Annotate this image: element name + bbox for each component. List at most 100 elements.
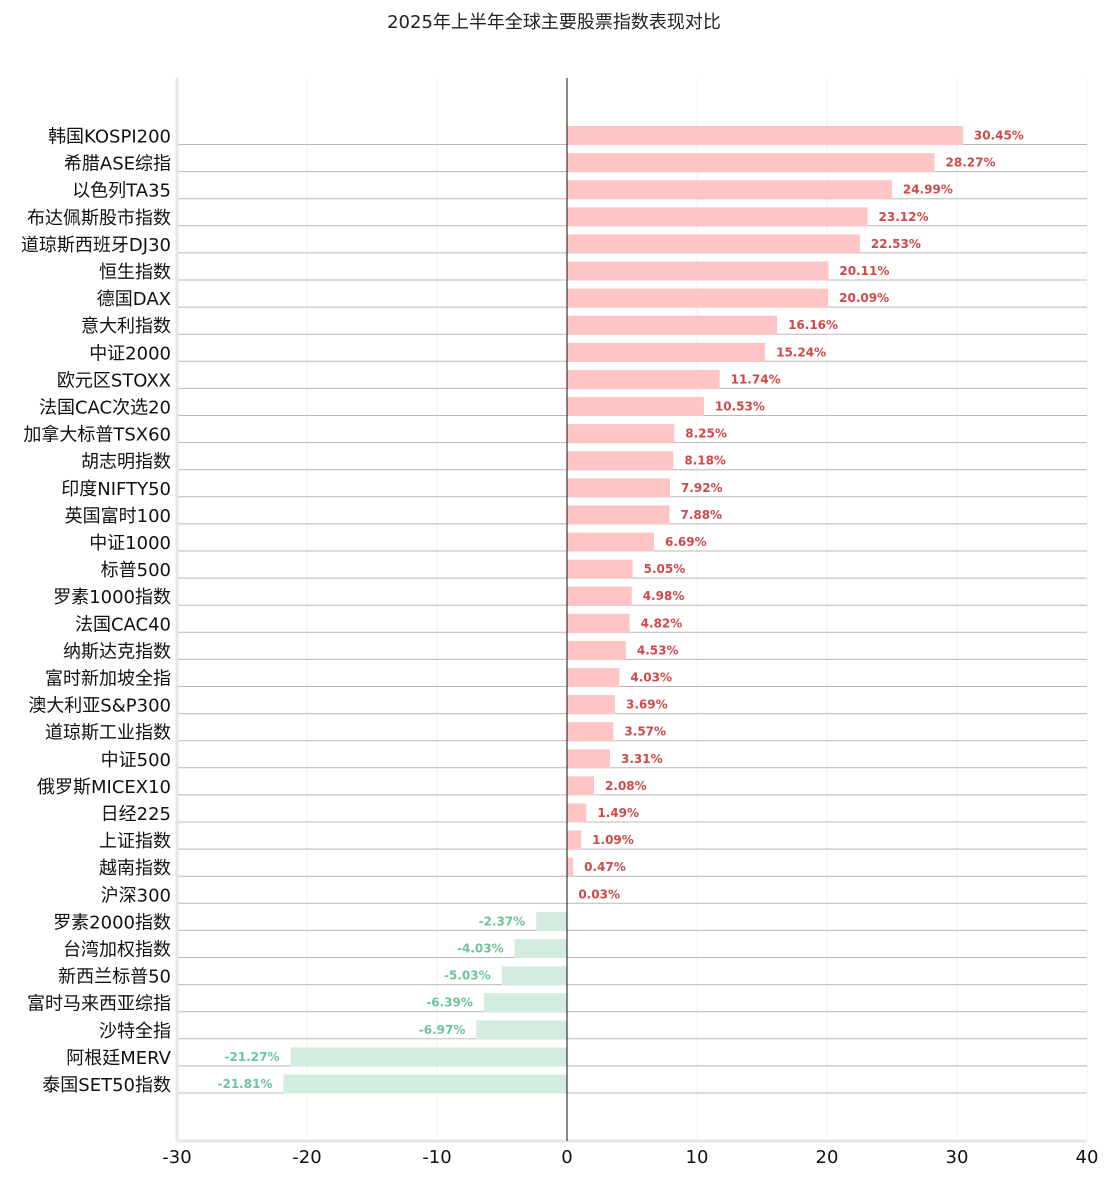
bar	[476, 1020, 567, 1040]
category-label: 俄罗斯MICEX10	[37, 777, 171, 798]
category-label: 澳大利亚S&P300	[28, 696, 171, 717]
bars	[283, 126, 963, 1094]
category-label: 泰国SET50指数	[42, 1075, 171, 1096]
bar	[567, 207, 868, 227]
category-label: 罗素1000指数	[53, 587, 171, 608]
data-label: 28.27%	[946, 156, 996, 170]
bar	[567, 288, 829, 308]
chart-title: 2025年上半年全球主要股票指数表现对比	[387, 12, 721, 33]
data-label: 7.92%	[681, 481, 723, 495]
category-label: 恒生指数	[99, 262, 171, 283]
data-label: 22.53%	[871, 237, 921, 251]
data-label: 0.47%	[584, 860, 626, 874]
bar	[567, 857, 574, 877]
bar	[290, 1047, 567, 1067]
data-label: -4.03%	[457, 942, 504, 956]
data-label: 0.03%	[578, 887, 620, 901]
data-label: -21.27%	[225, 1050, 280, 1064]
data-label: 3.31%	[621, 752, 663, 766]
category-label: 希腊ASE综指	[64, 154, 171, 175]
data-label: 4.82%	[641, 616, 683, 630]
bar	[567, 153, 935, 173]
data-label: 3.57%	[624, 725, 666, 739]
bar	[483, 993, 567, 1013]
data-label: 20.09%	[839, 291, 889, 305]
category-label: 富时马来西亚综指	[27, 994, 171, 1015]
category-label: 布达佩斯股市指数	[27, 208, 171, 229]
category-label: 道琼斯工业指数	[45, 723, 171, 744]
data-label: -6.39%	[426, 996, 473, 1010]
category-label: 印度NIFTY50	[61, 479, 171, 500]
data-label: -6.97%	[419, 1023, 466, 1037]
data-label: -5.03%	[444, 969, 491, 983]
category-label: 法国CAC40	[75, 614, 171, 635]
bar	[567, 668, 620, 687]
data-label: 30.45%	[974, 129, 1024, 143]
data-label: 23.12%	[879, 210, 929, 224]
category-label: 中证1000	[89, 533, 171, 554]
bar	[567, 397, 704, 416]
x-tick-label: -10	[422, 1147, 451, 1168]
category-label: 韩国KOSPI200	[48, 127, 171, 148]
data-label: 10.53%	[715, 400, 765, 414]
data-label: 1.09%	[592, 833, 634, 847]
x-tick-label: 30	[946, 1147, 969, 1168]
x-tick-label: 40	[1076, 1147, 1099, 1168]
bar	[567, 505, 670, 525]
category-label: 胡志明指数	[81, 452, 171, 473]
bar	[567, 586, 632, 606]
data-label: 4.98%	[643, 589, 685, 603]
category-label: 英国富时100	[65, 506, 171, 527]
category-label: 越南指数	[99, 858, 171, 879]
category-label: 富时新加坡全指	[45, 669, 171, 690]
bar	[501, 966, 567, 986]
category-label: 欧元区STOXX	[57, 370, 171, 391]
bar	[567, 830, 582, 850]
bar	[567, 776, 595, 796]
category-label: 沪深300	[101, 885, 171, 906]
bar	[567, 451, 674, 471]
data-label: 4.03%	[630, 671, 672, 685]
data-label: 16.16%	[788, 318, 838, 332]
bar	[567, 613, 630, 633]
data-label: 3.69%	[626, 698, 668, 712]
category-label: 台湾加权指数	[63, 940, 171, 961]
category-label: 上证指数	[99, 831, 171, 852]
category-label: 罗素2000指数	[53, 912, 171, 933]
category-label: 标普500	[101, 560, 171, 581]
bar	[567, 180, 892, 200]
category-label: 新西兰标普50	[58, 967, 171, 988]
data-label: 11.74%	[731, 372, 781, 386]
category-label: 加拿大标普TSX60	[23, 424, 171, 446]
x-tick-label: -20	[292, 1147, 321, 1168]
category-label: 德国DAX	[97, 289, 171, 310]
data-label: 8.18%	[684, 454, 726, 468]
category-label: 以色列TA35	[72, 181, 171, 202]
bar	[567, 722, 614, 742]
bar	[567, 803, 587, 823]
bar	[567, 261, 829, 281]
data-label: 1.49%	[597, 806, 639, 820]
category-label: 日经225	[101, 804, 171, 825]
category-label: 法国CAC次选20	[39, 398, 171, 419]
bar	[567, 695, 615, 715]
category-label: 沙特全指	[99, 1021, 171, 1042]
category-label: 意大利指数	[81, 316, 171, 337]
bar	[567, 749, 611, 769]
bar	[567, 126, 963, 145]
bar	[567, 234, 860, 254]
category-label: 道琼斯西班牙DJ30	[21, 235, 171, 256]
bar	[567, 369, 720, 389]
bar	[567, 315, 778, 335]
x-tick-label: -30	[162, 1147, 191, 1168]
value-labels: 30.45% 28.27% 24.99% 23.12% 22.53% 20.11% 20.0…	[218, 129, 1024, 1092]
bar	[514, 939, 567, 958]
data-label: 2.08%	[605, 779, 647, 793]
data-label: -2.37%	[479, 914, 526, 928]
bar	[567, 640, 626, 660]
data-label: 8.25%	[685, 427, 727, 441]
data-label: -21.81%	[218, 1077, 273, 1091]
data-label: 24.99%	[903, 183, 953, 197]
bar	[536, 911, 567, 931]
